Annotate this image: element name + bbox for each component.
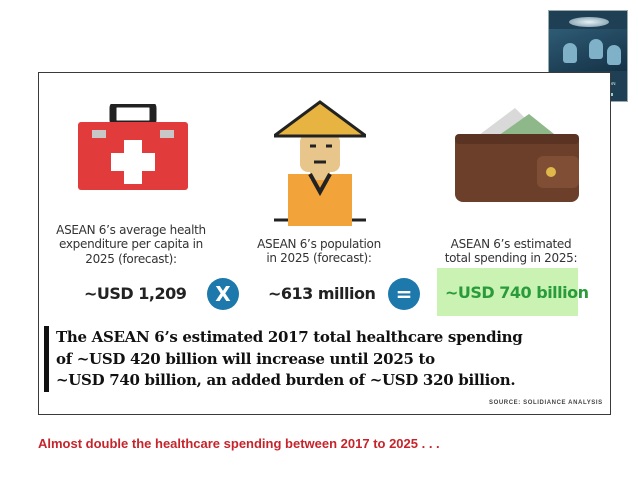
- value-per-capita: ~USD 1,209: [84, 284, 187, 303]
- item-label-per-capita: ASEAN 6’s average health expenditure per…: [56, 223, 206, 266]
- item-label-population: ASEAN 6’s population in 2025 (forecast):: [257, 237, 381, 266]
- surgical-lamp-icon: [569, 17, 609, 27]
- multiply-operator: X: [207, 278, 239, 310]
- equals-operator: =: [388, 278, 420, 310]
- wallet-icon: [455, 108, 579, 202]
- item-label-total-spending: ASEAN 6’s estimated total spending in 20…: [444, 237, 578, 266]
- person-conical-hat-icon: [274, 100, 366, 226]
- source-note: SOURCE: SOLIDIANCE ANALYSIS: [489, 400, 603, 406]
- first-aid-kit-icon: [78, 104, 188, 190]
- slide-caption: Almost double the healthcare spending be…: [38, 436, 440, 451]
- summary-quote: The ASEAN 6’s estimated 2017 total healt…: [56, 328, 523, 389]
- total-spending-highlight: ~USD 740 billion: [437, 268, 589, 316]
- surgery-photo: [549, 29, 627, 71]
- value-population: ~613 million: [268, 284, 376, 303]
- quote-accent-bar: [44, 326, 49, 392]
- value-total-spending: ~USD 740 billion: [445, 283, 589, 302]
